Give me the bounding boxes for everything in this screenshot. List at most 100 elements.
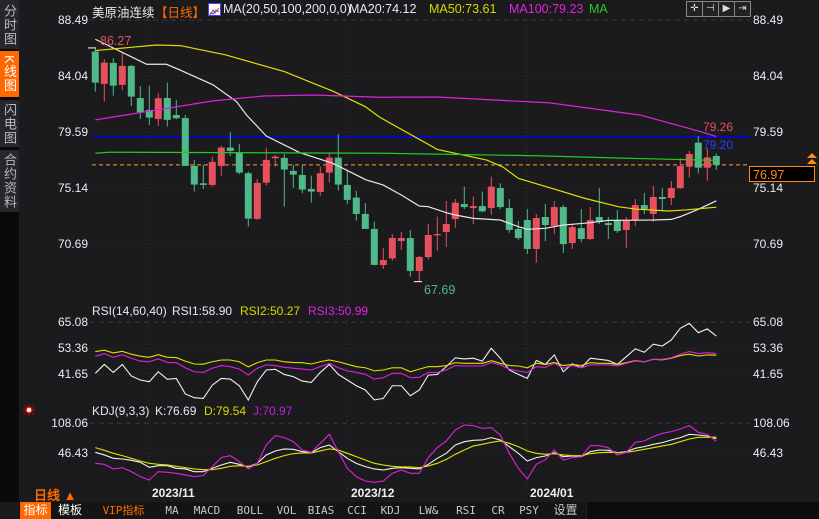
ma100-line (95, 94, 717, 138)
candle-down (235, 143, 243, 175)
candle-body (622, 220, 630, 230)
candle-body (703, 157, 711, 168)
crosshair-icon[interactable]: ✛ (686, 1, 703, 17)
candle-up (316, 166, 324, 196)
symbol-name: 美原油连续 (92, 6, 155, 20)
candle-up (550, 201, 558, 234)
candle-down (541, 204, 549, 242)
period-label: 【日线】 (155, 6, 206, 20)
toolbar-cr[interactable]: CR (483, 502, 514, 519)
scroll-up-icon[interactable] (807, 152, 817, 164)
kdj-d-value: D:79.54 (204, 404, 247, 418)
toolbar-lwr[interactable]: LW& (408, 502, 450, 519)
candle-body (262, 159, 270, 183)
candle-down (163, 82, 171, 127)
candle-body (604, 223, 612, 226)
kdj-d-line (95, 436, 717, 471)
candle-body (325, 157, 333, 173)
candle-up (262, 147, 270, 186)
candle-down (640, 192, 648, 214)
candle-body (397, 238, 405, 242)
toolbar-ma[interactable]: MA (158, 502, 187, 519)
candle-down (478, 191, 486, 213)
candle-down (226, 131, 234, 156)
candle-down (595, 188, 603, 225)
candle-down (712, 153, 720, 170)
candle-body (118, 65, 126, 85)
candle-body (433, 233, 441, 236)
candle-down (406, 229, 414, 277)
toolbar-settings[interactable]: 设置 (545, 502, 587, 519)
candle-down (307, 175, 315, 203)
candle-up (253, 178, 261, 220)
toolbar-macd[interactable]: MACD (186, 502, 229, 519)
candle-up (208, 156, 216, 187)
candle-body (226, 147, 234, 151)
candle-down (577, 209, 585, 243)
candle-body (451, 202, 459, 220)
toolbar-vol[interactable]: VOL (272, 502, 302, 519)
indicator-chart-icon[interactable] (208, 3, 221, 16)
candle-body (694, 142, 702, 168)
rsi2-value: RSI2:50.27 (240, 304, 301, 318)
ma20-value: MA20:74.12 (349, 2, 417, 16)
candle-body (577, 228, 585, 240)
candle-down (523, 209, 531, 254)
tab-contract-info[interactable]: 合约资料 (0, 150, 19, 212)
candle-up (325, 153, 333, 183)
rsi-tick-left: 53.36 (57, 341, 88, 355)
candle-body (100, 62, 108, 84)
candle-down (505, 199, 513, 233)
candle-down (658, 188, 666, 211)
price-tick-right: 70.69 (753, 237, 784, 251)
recent-high-label: 79.26 (703, 120, 734, 134)
candle-body (199, 183, 207, 185)
candle-body (532, 218, 540, 249)
indicator-settings-icon[interactable] (23, 403, 35, 416)
period-selector[interactable]: 日线 ▲ (34, 488, 77, 503)
play-right-icon[interactable]: ▶ (718, 1, 735, 17)
rsi-title: RSI(14,60,40) (92, 304, 167, 318)
date-label: 2023/12 (351, 486, 395, 500)
rsi-tick-right: 65.08 (753, 315, 784, 329)
price-tick-right: 75.14 (753, 181, 784, 195)
toolbar-boll[interactable]: BOLL (228, 502, 273, 519)
fit-left-icon[interactable]: ⊣ (702, 1, 719, 17)
kdj-title: KDJ(9,3,3) (92, 404, 150, 418)
toolbar-psy[interactable]: PSY (513, 502, 546, 519)
jump-end-icon[interactable]: ⇥ (734, 1, 751, 17)
rsi-rsi1-line (94, 322, 717, 402)
candle-down (361, 203, 369, 229)
candle-down (496, 183, 504, 210)
candle-body (136, 97, 144, 113)
candle-body (469, 206, 477, 209)
candle-body (109, 62, 117, 86)
rsi-rsi2-line (95, 349, 717, 373)
candle-down (694, 136, 702, 174)
candle-up (442, 201, 450, 248)
candle-up (379, 248, 387, 269)
candle-body (244, 173, 252, 219)
candle-up (388, 233, 396, 261)
tab-kline[interactable]: K线图 (0, 51, 19, 97)
toolbar-bias[interactable]: BIAS (301, 502, 342, 519)
candle-body (154, 98, 162, 120)
ma100-value: MA100:79.23 (509, 2, 584, 16)
tab-time-sharing[interactable]: 分时图 (0, 0, 19, 49)
rsi1-value: RSI1:58.90 (172, 304, 233, 318)
toolbar-templates[interactable]: 模板 (51, 502, 90, 519)
toolbar-rsi[interactable]: RSI (449, 502, 484, 519)
toolbar-cci[interactable]: CCI (341, 502, 374, 519)
tab-flash-chart[interactable]: 闪电图 (0, 100, 19, 147)
toolbar-vip-indicators[interactable]: VIP指标 (89, 502, 159, 519)
toolbar-kdj[interactable]: KDJ (373, 502, 409, 519)
rsi-rsi3-line (95, 350, 717, 380)
candle-body (163, 97, 171, 120)
date-label: 2023/11 (152, 486, 195, 500)
candle-up (631, 199, 639, 227)
kdj-tick-left: 46.43 (57, 446, 88, 460)
candle-body (181, 117, 189, 166)
candle-body (145, 109, 153, 118)
toolbar-indicators[interactable]: 指标 (20, 502, 52, 519)
